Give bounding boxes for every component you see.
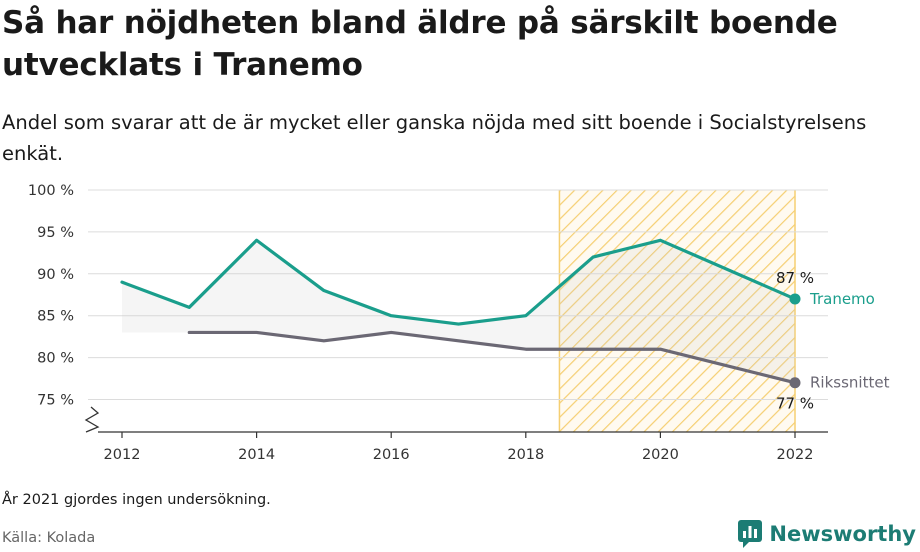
series-name-label: Tranemo [809, 290, 875, 308]
chart-subtitle: Andel som svarar att de är mycket eller … [2, 111, 867, 165]
y-tick-label: 75 % [37, 393, 74, 409]
source-text: Källa: Kolada [2, 530, 96, 546]
end-value-label: 77 % [776, 395, 814, 413]
newsworthy-brand[interactable]: Newsworthy [737, 519, 916, 549]
y-tick-label: 85 % [37, 309, 74, 325]
highlight-area [559, 190, 795, 432]
y-tick-label: 80 % [37, 351, 74, 367]
series-line-rikssnittet [187, 330, 797, 385]
x-tick-label: 2012 [104, 447, 141, 463]
axes: 75 % 80 % 85 % 90 % 95 % 100 % 2012 2014 2016 201… [28, 183, 828, 463]
x-tick-label: 2020 [642, 447, 679, 463]
end-point-rikssnittet [789, 377, 801, 389]
end-point-tranemo [789, 293, 801, 305]
y-tick-label: 100 % [28, 183, 74, 199]
grid-lines [88, 189, 828, 400]
axis-break-icon [84, 406, 100, 433]
difference-band [122, 240, 795, 383]
y-tick-label: 95 % [37, 225, 74, 241]
difference-band-area [122, 240, 795, 383]
x-tick-label: 2016 [373, 447, 410, 463]
newsworthy-logo-icon [738, 520, 763, 548]
series-name-label: Rikssnittet [810, 374, 890, 392]
series-line-tranemo [120, 238, 797, 326]
x-tick-label: 2018 [507, 447, 544, 463]
chart-title: Så har nöjdheten bland äldre på särskilt… [2, 5, 838, 83]
highlight-range [558, 190, 796, 432]
line-chart: 75 % 80 % 85 % 90 % 95 % 100 % 2012 2014 2016 201… [28, 183, 890, 463]
brand-name: Newsworthy [769, 522, 916, 546]
x-tick-label: 2014 [238, 447, 275, 463]
end-value-label: 87 % [776, 269, 814, 287]
series-lines [120, 238, 801, 389]
series-labels: Tranemo 87 % Rikssnittet 77 % [776, 269, 890, 413]
y-tick-label: 90 % [37, 267, 74, 283]
x-tick-label: 2022 [777, 447, 814, 463]
footnote: År 2021 gjordes ingen undersökning. [2, 492, 271, 508]
